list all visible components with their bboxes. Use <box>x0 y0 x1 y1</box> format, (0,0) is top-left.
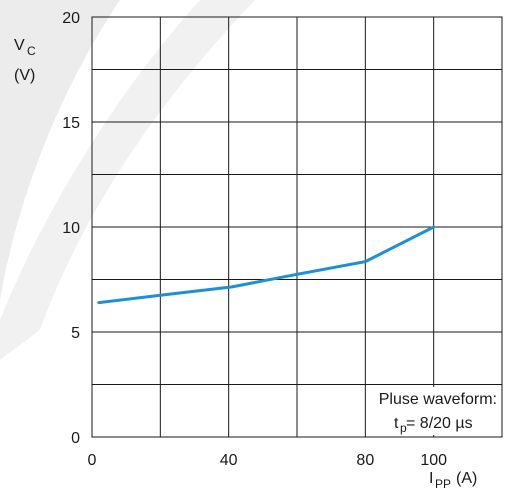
y-tick-label: 5 <box>71 325 80 342</box>
x-axis-label-main: I <box>429 470 433 487</box>
x-tick-label: 40 <box>220 452 238 469</box>
annotation: Pluse waveform: t p = 8/20 µs <box>370 387 500 435</box>
x-axis-label: I PP (A) <box>429 470 477 491</box>
watermark-shape <box>0 0 255 360</box>
y-tick-label: 15 <box>62 115 80 132</box>
series-line <box>97 225 436 305</box>
x-tick-label: 100 <box>420 452 447 469</box>
y-tick-label: 0 <box>71 430 80 447</box>
y-axis-label-main: V <box>14 37 25 54</box>
plot-frame <box>91 16 503 438</box>
y-tick-label: 20 <box>62 10 80 27</box>
x-axis-label-sub: PP <box>435 477 451 491</box>
annotation-rest: = 8/20 µs <box>406 415 473 432</box>
x-tick-label: 0 <box>88 452 97 469</box>
y-axis-label: V C (V) <box>14 37 36 84</box>
y-axis-label-unit: (V) <box>14 67 35 84</box>
y-axis-label-sub: C <box>27 44 36 58</box>
y-tick-label: 10 <box>62 220 80 237</box>
x-tick-label: 80 <box>356 452 374 469</box>
tick-labels: 0 40 80 100 0 5 10 15 20 <box>62 10 447 469</box>
annotation-sub: p <box>400 421 407 435</box>
x-axis-label-unit: (A) <box>456 470 477 487</box>
annotation-background <box>370 387 500 435</box>
watermark-shape <box>0 0 120 300</box>
annotation-t: t <box>394 415 399 432</box>
annotation-line1: Pluse waveform: <box>379 391 497 408</box>
